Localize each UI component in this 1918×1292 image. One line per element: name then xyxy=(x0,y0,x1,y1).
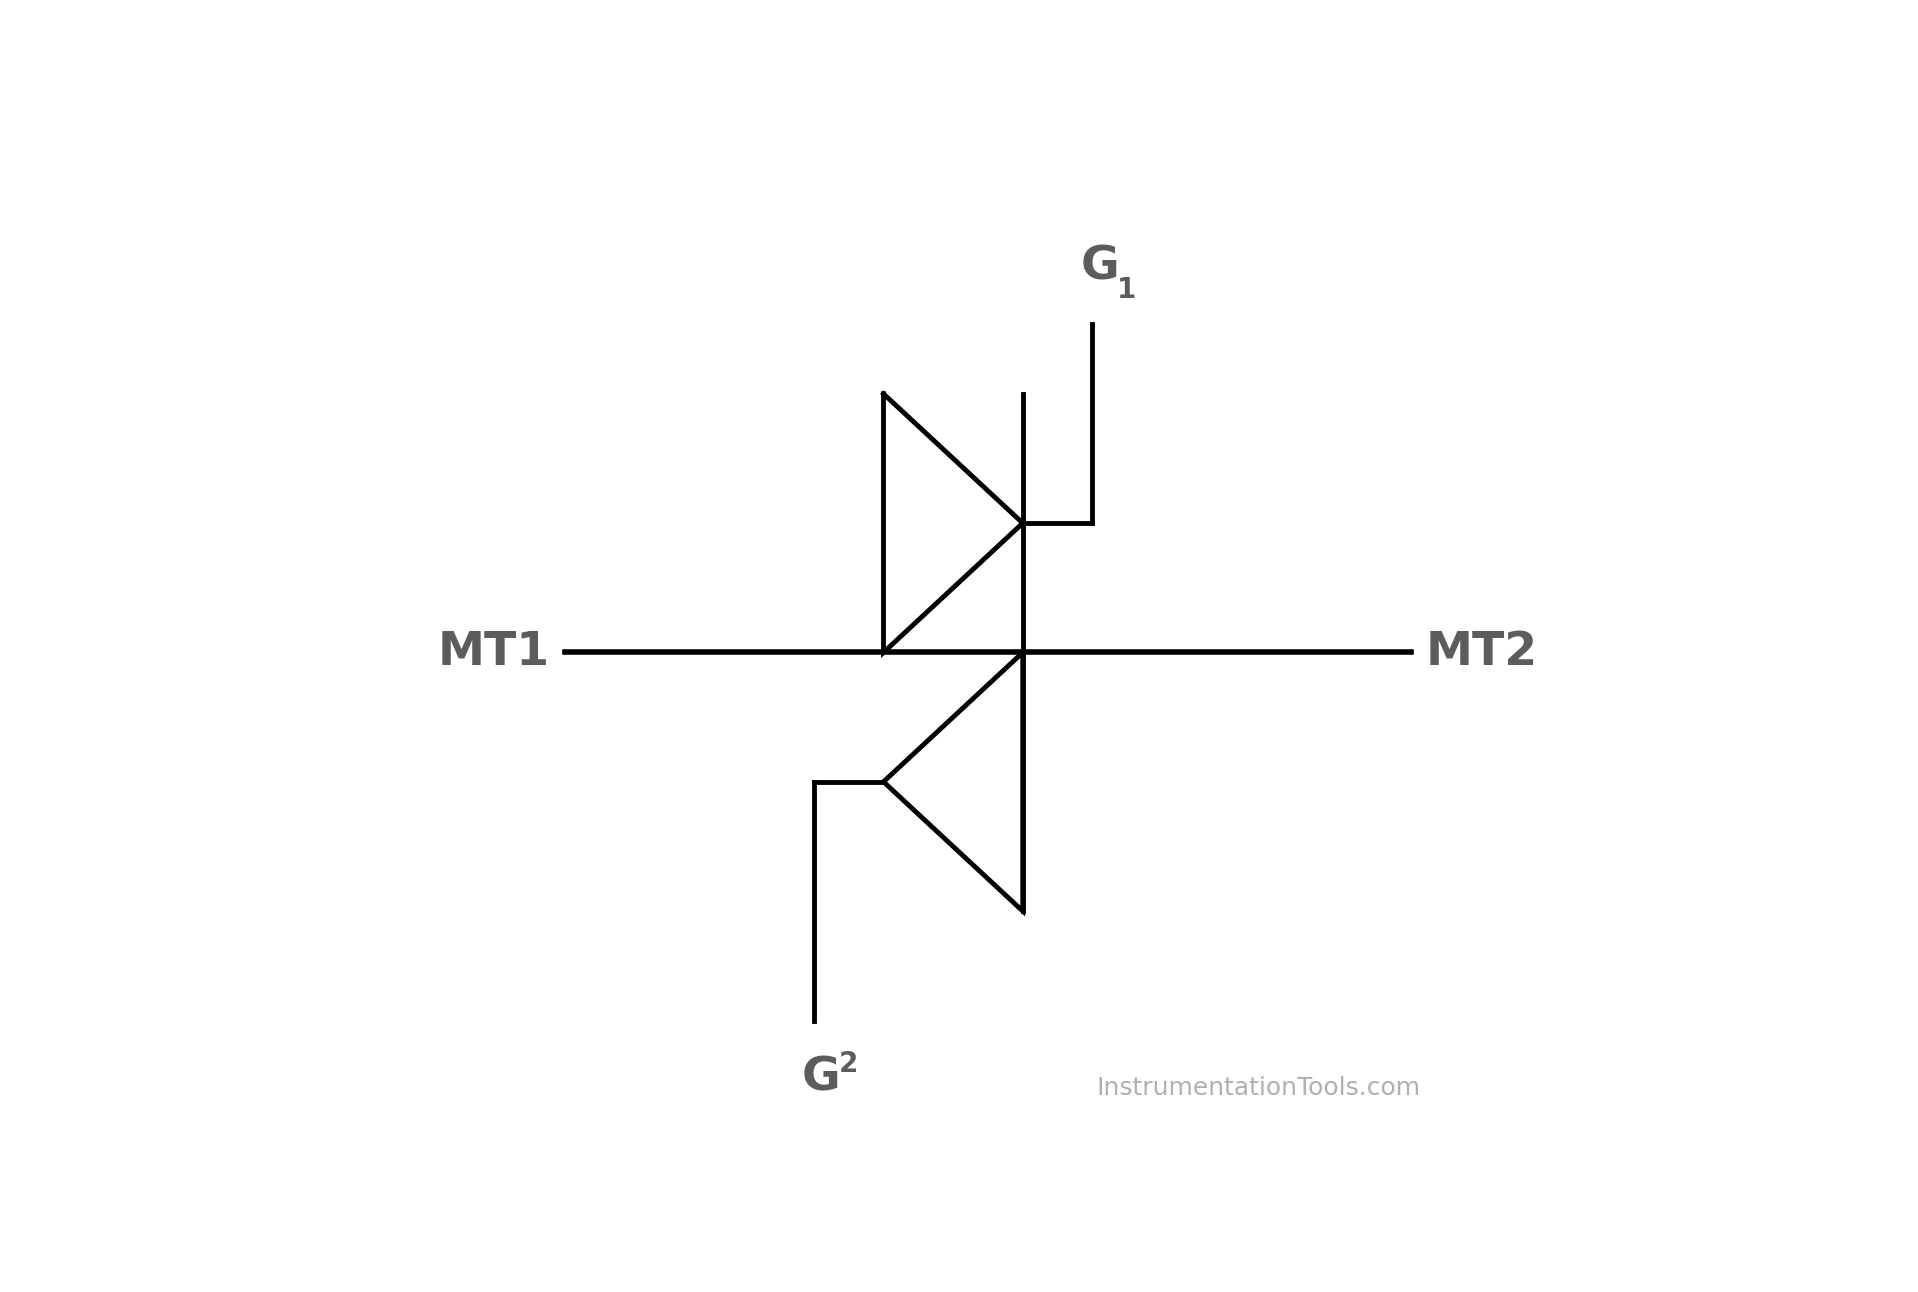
Text: MT1: MT1 xyxy=(437,630,550,674)
Text: G: G xyxy=(1080,244,1120,289)
Text: InstrumentationTools.com: InstrumentationTools.com xyxy=(1097,1076,1421,1101)
Text: MT2: MT2 xyxy=(1425,630,1538,674)
Text: G: G xyxy=(802,1056,840,1101)
Text: 2: 2 xyxy=(838,1050,857,1079)
Text: 1: 1 xyxy=(1118,276,1137,304)
